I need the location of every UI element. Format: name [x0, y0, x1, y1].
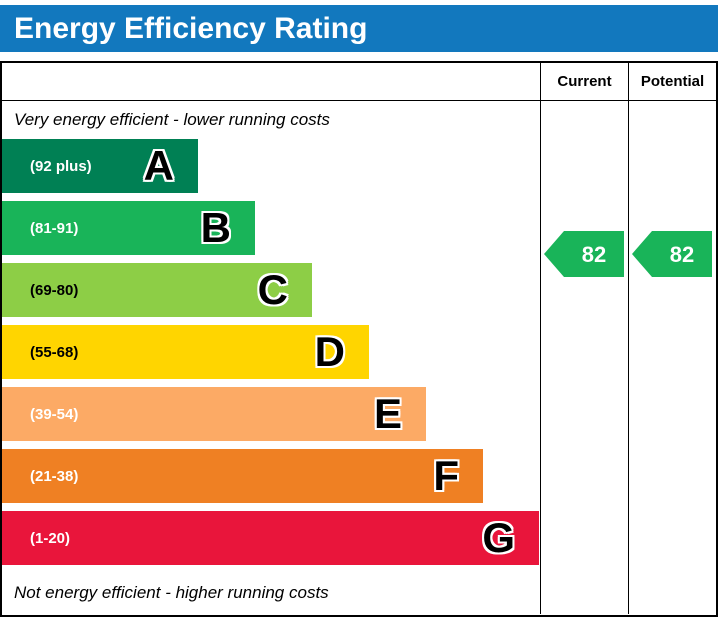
band-f-letter: F [433, 452, 459, 499]
band-c-range-label: (69-80) [30, 281, 79, 299]
band-e-letter: E [373, 390, 402, 437]
band-b-letter: B [200, 204, 231, 251]
header-spacer [2, 63, 540, 100]
current-rating-column: 82 [540, 101, 628, 614]
top-note: Very energy efficient - lower running co… [14, 110, 330, 129]
title-bar: Energy Efficiency Rating [0, 5, 718, 52]
potential-column-header: Potential [628, 63, 716, 100]
band-b: (81-91) B [2, 201, 255, 255]
band-e: (39-54) E [2, 387, 426, 441]
band-c-letter: C [257, 266, 288, 313]
band-a: (92 plus) A [2, 139, 198, 193]
band-b-range-label: (81-91) [30, 219, 79, 237]
current-arrow-shape [544, 231, 624, 277]
potential-arrow-shape [632, 231, 712, 277]
bands-column: Very energy efficient - lower running co… [2, 101, 540, 614]
bottom-note: Not energy efficient - higher running co… [14, 583, 329, 602]
band-f-range-label: (21-38) [30, 467, 79, 485]
page-title: Energy Efficiency Rating [14, 11, 368, 45]
current-rating-arrow: 82 [544, 231, 624, 277]
band-d: (55-68) D [2, 325, 369, 379]
current-column-header: Current [540, 63, 628, 100]
band-g-letter: G [482, 514, 515, 561]
potential-rating-arrow: 82 [632, 231, 712, 277]
band-d-letter: D [314, 328, 345, 375]
band-a-letter: A [143, 142, 174, 189]
chart-body: Very energy efficient - lower running co… [2, 101, 716, 614]
band-d-range-label: (55-68) [30, 343, 79, 361]
band-a-range-label: (92 plus) [30, 157, 92, 175]
band-g: (1-20) G [2, 511, 539, 565]
band-e-range-label: (39-54) [30, 405, 79, 423]
potential-rating-column: 82 [628, 101, 716, 614]
potential-rating-value: 82 [670, 242, 694, 267]
band-g-range-label: (1-20) [30, 529, 71, 547]
band-c: (69-80) C [2, 263, 312, 317]
chart-header-row: Current Potential [2, 63, 716, 101]
band-f: (21-38) F [2, 449, 483, 503]
current-rating-value: 82 [582, 242, 606, 267]
energy-rating-chart: Current Potential Very energy efficient … [0, 61, 718, 617]
